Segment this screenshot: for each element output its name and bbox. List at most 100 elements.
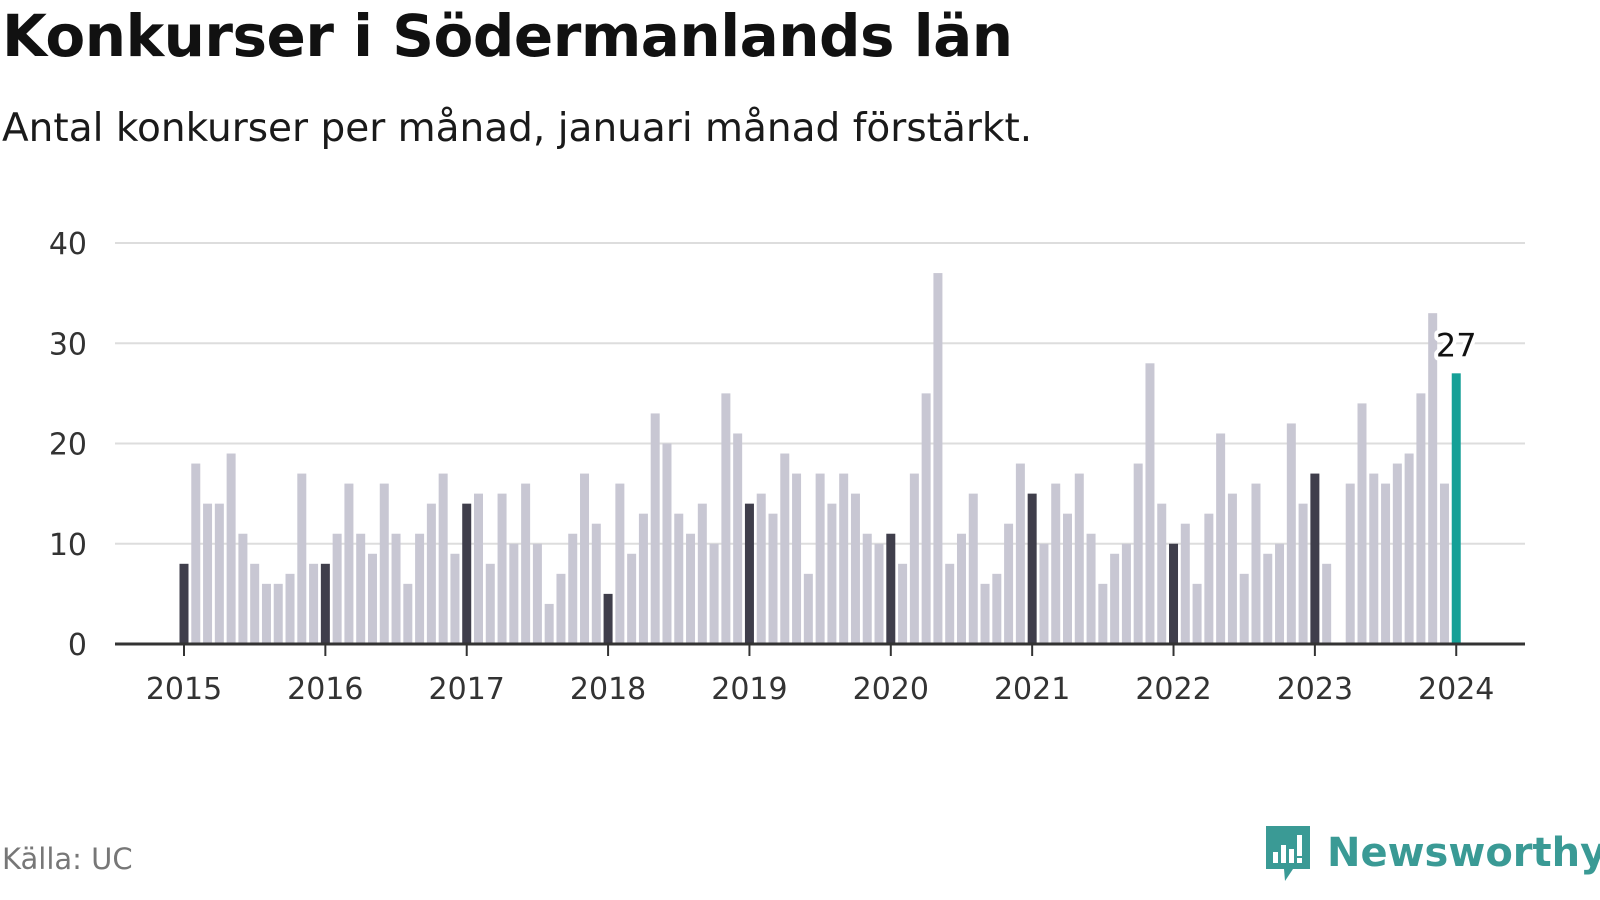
bar <box>1357 403 1367 644</box>
value-label: 27 <box>1436 326 1477 364</box>
bar <box>1121 543 1131 644</box>
bar <box>474 493 483 644</box>
bar <box>1169 543 1179 644</box>
bar <box>803 573 813 644</box>
bar <box>721 393 731 644</box>
bar <box>1204 513 1214 644</box>
bar <box>250 563 260 644</box>
bar <box>1110 553 1120 644</box>
bar <box>273 583 283 644</box>
bar <box>674 513 684 644</box>
bar <box>709 543 719 644</box>
bar <box>1157 503 1167 644</box>
y-tick-label: 10 <box>49 528 87 563</box>
x-tick-label: 2024 <box>1418 672 1494 707</box>
bar <box>367 553 377 644</box>
bar <box>1180 523 1190 644</box>
bar <box>839 473 849 644</box>
bar <box>580 473 590 644</box>
bar <box>968 493 978 644</box>
bar <box>662 443 672 644</box>
bar <box>1322 563 1332 644</box>
y-tick-label: 30 <box>49 327 87 362</box>
y-tick-label: 0 <box>68 628 87 663</box>
bar <box>1345 483 1355 644</box>
bar <box>792 473 802 644</box>
bar <box>768 513 778 644</box>
y-tick-label: 40 <box>49 227 87 262</box>
bar <box>1286 423 1296 644</box>
bar <box>933 273 943 644</box>
bar <box>591 523 601 644</box>
bar <box>450 553 460 644</box>
bar <box>1251 483 1261 644</box>
bar <box>627 553 637 644</box>
bar <box>1416 393 1426 644</box>
bar <box>497 493 507 644</box>
bar <box>379 483 389 644</box>
bar <box>462 503 472 644</box>
bar <box>285 573 295 644</box>
bar <box>238 533 248 644</box>
bar <box>850 493 860 644</box>
bar <box>744 503 754 644</box>
bar <box>1145 363 1155 644</box>
brand-logo: Newsworthy <box>1263 823 1600 883</box>
bar <box>320 563 330 644</box>
x-tick-label: 2017 <box>429 672 505 707</box>
bar <box>1310 473 1320 644</box>
bar <box>191 463 201 644</box>
bar <box>886 533 896 644</box>
bar <box>179 563 189 644</box>
bar <box>756 493 766 644</box>
bar <box>874 543 884 644</box>
x-tick-label: 2020 <box>853 672 929 707</box>
bar <box>344 483 354 644</box>
bar <box>1428 313 1438 644</box>
bar <box>226 453 236 644</box>
bar <box>1133 463 1143 644</box>
newsworthy-chart-icon <box>1266 826 1310 881</box>
bar <box>1404 453 1414 644</box>
bar <box>544 603 554 644</box>
bar <box>1063 513 1072 644</box>
bar <box>415 533 425 644</box>
bar <box>1381 483 1391 644</box>
y-tick-label: 20 <box>49 428 87 463</box>
x-tick-label: 2022 <box>1135 672 1211 707</box>
bar <box>203 503 213 644</box>
bar <box>1051 483 1061 644</box>
bar <box>1227 493 1237 644</box>
x-tick-label: 2018 <box>570 672 646 707</box>
bar <box>509 543 519 644</box>
bar <box>1369 473 1379 644</box>
bar <box>297 473 307 644</box>
bar <box>992 573 1002 644</box>
bar <box>1074 473 1084 644</box>
bar <box>1086 533 1096 644</box>
bar <box>909 473 919 644</box>
bar <box>898 563 908 644</box>
bar <box>638 513 648 644</box>
bar <box>1298 503 1308 644</box>
bar <box>438 473 448 644</box>
annotations: 27 <box>1432 322 1481 368</box>
bar <box>261 583 271 644</box>
x-tick-label: 2015 <box>146 672 222 707</box>
bar <box>1039 543 1049 644</box>
bar <box>921 393 931 644</box>
bar <box>1451 373 1461 644</box>
bar <box>980 583 990 644</box>
bar <box>1275 543 1285 644</box>
x-tick-label: 2023 <box>1277 672 1353 707</box>
bar <box>1239 573 1249 644</box>
bar <box>945 563 955 644</box>
bar <box>956 533 966 644</box>
bar <box>391 533 401 644</box>
bar <box>556 573 566 644</box>
x-axis-ticks: 2015 2016 2017 2018 2019 2020 2021 2022 2023 2024 <box>146 644 1494 707</box>
x-tick-label: 2019 <box>711 672 787 707</box>
bar <box>862 533 872 644</box>
bar <box>650 413 660 644</box>
bar <box>615 483 625 644</box>
